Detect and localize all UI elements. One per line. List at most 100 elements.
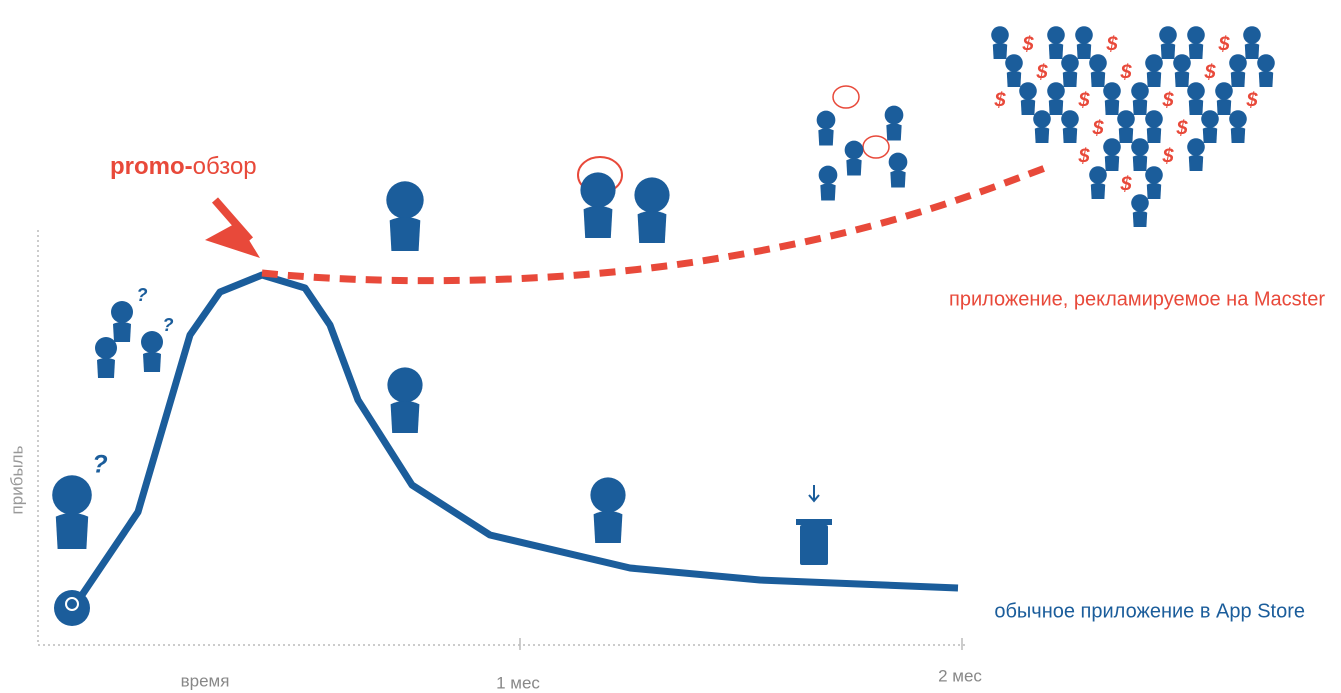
idea-badge bbox=[54, 590, 90, 626]
person-head bbox=[95, 337, 117, 359]
person-body bbox=[113, 322, 131, 342]
regular-curve bbox=[79, 271, 959, 597]
person-body bbox=[583, 206, 613, 238]
money-symbol: $ bbox=[1119, 173, 1132, 195]
money-symbol: $ bbox=[1035, 61, 1048, 83]
person-head bbox=[1131, 194, 1149, 212]
person-body bbox=[1160, 43, 1176, 59]
person-head bbox=[1131, 82, 1149, 100]
person-head bbox=[580, 172, 616, 208]
person-body bbox=[1090, 183, 1106, 199]
person-head bbox=[1061, 110, 1079, 128]
person-head bbox=[1089, 54, 1107, 72]
title-rest: обзор bbox=[193, 153, 257, 180]
person-body bbox=[1006, 71, 1022, 87]
person-head bbox=[1243, 26, 1261, 44]
person-body bbox=[1062, 127, 1078, 143]
person-body bbox=[143, 352, 161, 372]
person-body bbox=[1244, 43, 1260, 59]
person-body bbox=[890, 170, 906, 188]
regular-label: обычное приложение в App Store bbox=[994, 600, 1305, 622]
person-head bbox=[1215, 82, 1233, 100]
person-body bbox=[390, 401, 420, 433]
trash-lid bbox=[796, 519, 832, 525]
speech-bubble bbox=[862, 135, 890, 159]
person-head bbox=[1201, 110, 1219, 128]
person-body bbox=[1216, 99, 1232, 115]
person-body bbox=[1258, 71, 1274, 87]
person-head bbox=[816, 110, 836, 130]
person-body bbox=[637, 211, 667, 243]
down-arrow bbox=[808, 485, 820, 503]
person-head bbox=[1187, 138, 1205, 156]
person-body bbox=[1132, 155, 1148, 171]
person-head bbox=[1075, 26, 1093, 44]
person-head bbox=[884, 105, 904, 125]
money-symbol: $ bbox=[1203, 61, 1216, 83]
person-head bbox=[844, 140, 864, 160]
person-body bbox=[1118, 127, 1134, 143]
person-body bbox=[1104, 99, 1120, 115]
person-body bbox=[1188, 43, 1204, 59]
person-body bbox=[1048, 43, 1064, 59]
person-head bbox=[1187, 82, 1205, 100]
person-body bbox=[389, 217, 421, 251]
x-axis-label: время bbox=[181, 671, 230, 690]
person-head bbox=[111, 301, 133, 323]
person-head bbox=[991, 26, 1009, 44]
money-symbol: $ bbox=[1021, 33, 1034, 55]
trash-icon bbox=[800, 525, 828, 565]
person-head bbox=[1145, 54, 1163, 72]
person-body bbox=[1188, 99, 1204, 115]
money-symbol: $ bbox=[1161, 89, 1174, 111]
person-head bbox=[1145, 110, 1163, 128]
person-body bbox=[593, 511, 623, 543]
question-symbol: ? bbox=[163, 315, 174, 335]
person-head bbox=[1173, 54, 1191, 72]
y-axis-label: прибыль bbox=[7, 445, 26, 514]
person-head bbox=[387, 367, 423, 403]
promo-title: promo-обзор bbox=[110, 153, 257, 180]
question-symbol: ? bbox=[137, 285, 148, 305]
person-body bbox=[1090, 71, 1106, 87]
person-body bbox=[1048, 99, 1064, 115]
person-head bbox=[1089, 166, 1107, 184]
promoted-curve bbox=[261, 164, 1047, 285]
question-symbol: ? bbox=[92, 451, 107, 479]
person-body bbox=[846, 158, 862, 176]
x-tick-label: 2 мес bbox=[938, 666, 982, 685]
person-head bbox=[1229, 110, 1247, 128]
person-head bbox=[1033, 110, 1051, 128]
person-head bbox=[1047, 82, 1065, 100]
person-body bbox=[1202, 127, 1218, 143]
person-body bbox=[1146, 71, 1162, 87]
person-head bbox=[1103, 138, 1121, 156]
person-body bbox=[1034, 127, 1050, 143]
person-body bbox=[1062, 71, 1078, 87]
person-head bbox=[52, 475, 92, 515]
person-body bbox=[1132, 211, 1148, 227]
x-tick-label: 1 мес bbox=[496, 673, 540, 692]
person-body bbox=[1146, 183, 1162, 199]
person-body bbox=[55, 513, 89, 549]
person-body bbox=[818, 128, 834, 146]
person-body bbox=[820, 183, 836, 201]
idea-bulb bbox=[65, 597, 79, 611]
person-body bbox=[1174, 71, 1190, 87]
person-body bbox=[1146, 127, 1162, 143]
person-head bbox=[1159, 26, 1177, 44]
person-body bbox=[1020, 99, 1036, 115]
money-symbol: $ bbox=[1119, 61, 1132, 83]
person-head bbox=[818, 165, 838, 185]
person-head bbox=[386, 181, 424, 219]
person-head bbox=[1229, 54, 1247, 72]
person-body bbox=[992, 43, 1008, 59]
person-head bbox=[141, 331, 163, 353]
person-head bbox=[1131, 138, 1149, 156]
person-head bbox=[1145, 166, 1163, 184]
person-head bbox=[1187, 26, 1205, 44]
person-head bbox=[1257, 54, 1275, 72]
speech-bubble bbox=[832, 85, 860, 109]
person-head bbox=[1047, 26, 1065, 44]
person-head bbox=[1005, 54, 1023, 72]
